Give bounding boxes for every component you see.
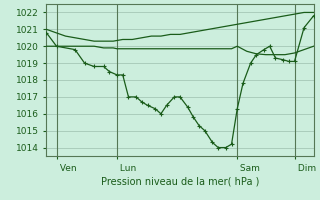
X-axis label: Pression niveau de la mer( hPa ): Pression niveau de la mer( hPa ) bbox=[101, 177, 259, 187]
